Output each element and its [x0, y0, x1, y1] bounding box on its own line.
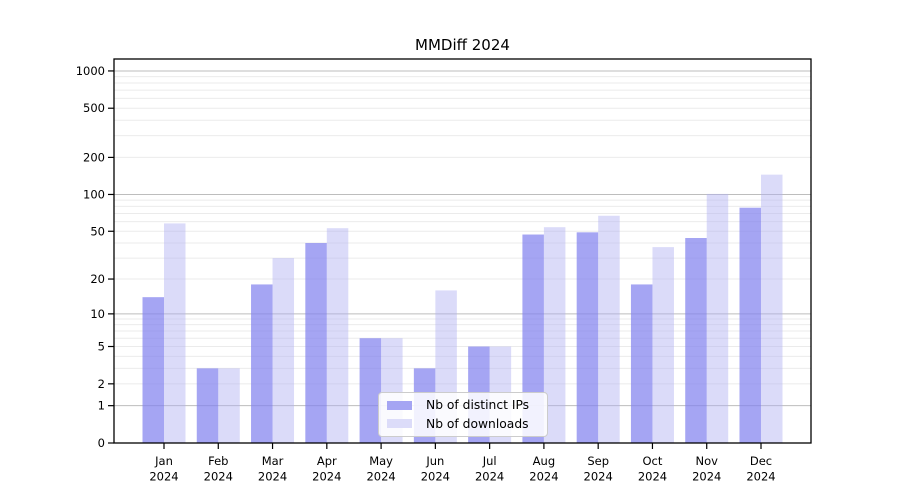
- y-tick-label: 50: [90, 224, 105, 238]
- legend-label-downloads: Nb of downloads: [426, 416, 529, 431]
- x-tick-label: Aug 2024: [529, 454, 558, 484]
- bar-mar-downloads: [272, 258, 295, 443]
- bar-dec-distinct-ips: [739, 207, 761, 443]
- bar-dec-downloads: [761, 174, 783, 443]
- y-tick-label: 500: [83, 101, 105, 115]
- x-tick-label: Mar 2024: [258, 454, 287, 484]
- bar-nov-downloads: [706, 193, 729, 443]
- bar-oct-distinct-ips: [630, 284, 653, 443]
- y-tick-label: 2: [98, 377, 105, 391]
- legend-swatch-downloads: [387, 419, 412, 429]
- bar-apr-downloads: [326, 228, 349, 443]
- y-tick-label: 1000: [76, 64, 105, 78]
- x-tick-label: Apr 2024: [312, 454, 341, 484]
- bar-jan-distinct-ips: [142, 297, 164, 443]
- bar-aug-distinct-ips: [522, 234, 544, 443]
- bar-jan-downloads: [164, 223, 186, 443]
- bar-nov-distinct-ips: [685, 238, 707, 443]
- y-tick-label: 20: [90, 272, 105, 286]
- bar-sep-downloads: [598, 215, 620, 443]
- y-tick-label: 10: [90, 307, 105, 321]
- legend-label-distinct-ips: Nb of distinct IPs: [426, 398, 530, 413]
- bar-feb-distinct-ips: [196, 368, 219, 443]
- y-tick-label: 100: [83, 187, 105, 201]
- x-tick-label: Jun 2024: [421, 454, 450, 484]
- bar-apr-distinct-ips: [305, 243, 327, 443]
- x-tick-label: Jul 2024: [475, 454, 504, 484]
- x-tick-label: Feb 2024: [204, 454, 233, 484]
- legend-swatch-distinct-ips: [387, 400, 412, 410]
- x-tick-label: Oct 2024: [638, 454, 667, 484]
- x-tick-label: Dec 2024: [746, 454, 775, 484]
- bar-aug-downloads: [543, 227, 566, 443]
- y-tick-label: 0: [98, 436, 105, 450]
- x-tick-label: Jan 2024: [149, 454, 178, 484]
- bar-mar-distinct-ips: [251, 284, 273, 443]
- y-tick-label: 200: [83, 150, 105, 164]
- chart-title: MMDiff 2024: [415, 36, 510, 54]
- legend-row-downloads: Nb of downloads: [387, 417, 539, 431]
- x-tick-label: Sep 2024: [584, 454, 613, 484]
- y-tick-label: 1: [98, 399, 105, 413]
- bar-oct-downloads: [652, 247, 674, 443]
- legend-row-distinct-ips: Nb of distinct IPs: [387, 398, 539, 412]
- bar-feb-downloads: [218, 368, 240, 443]
- bar-sep-distinct-ips: [576, 232, 599, 443]
- bar-may-distinct-ips: [359, 338, 382, 443]
- plot-frame: [113, 58, 812, 444]
- legend: Nb of distinct IPs Nb of downloads: [378, 392, 548, 437]
- x-tick-label: Nov 2024: [692, 454, 721, 484]
- y-tick-label: 5: [98, 340, 105, 354]
- x-tick-label: May 2024: [366, 454, 395, 484]
